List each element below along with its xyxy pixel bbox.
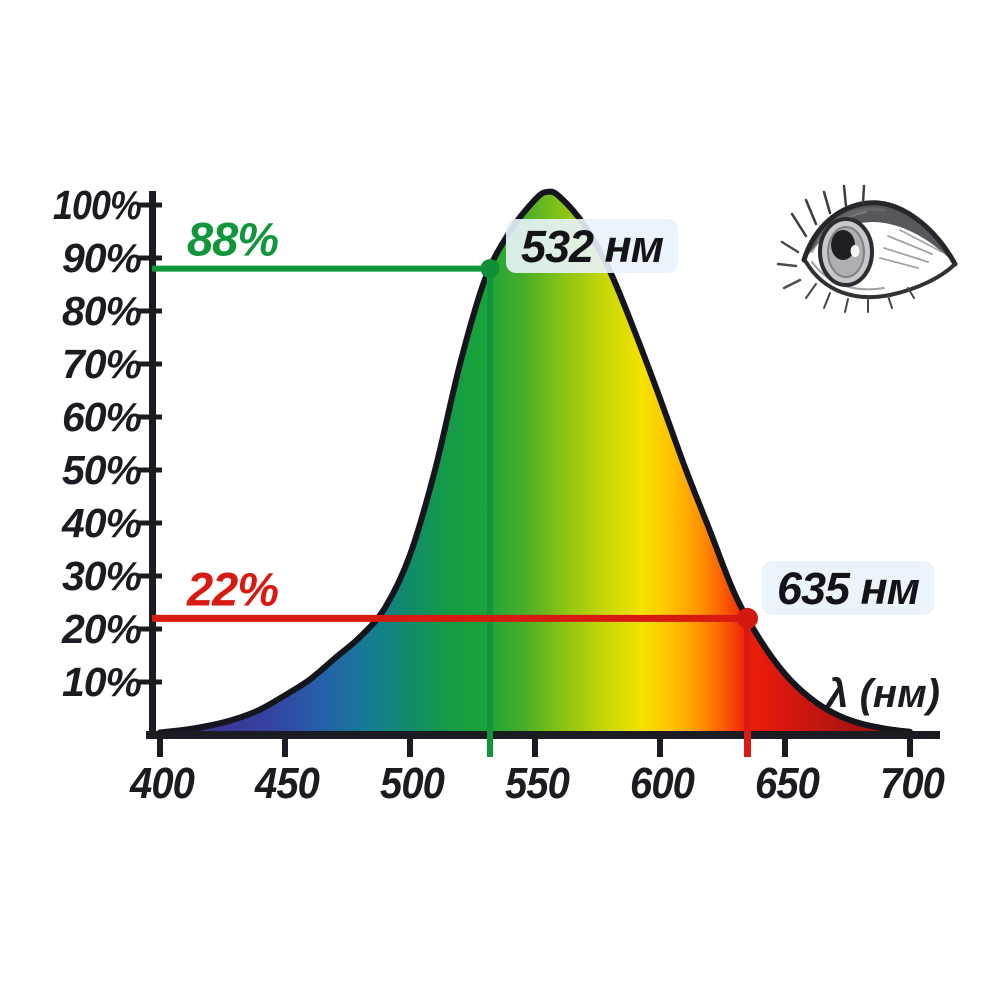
y-axis-labels: 10% 20% 30% 40% 50% 60% 70% 80% 90% 100%: [53, 182, 143, 705]
marker-532-dot: [480, 259, 500, 279]
x-axis-title: λ (нм): [824, 672, 940, 716]
y-axis-ticks: [137, 202, 162, 685]
sensitivity-curve-outline: [157, 188, 913, 736]
x-tick-label-700: 700: [880, 759, 945, 808]
x-tick-label-400: 400: [129, 759, 195, 808]
x-axis-ticks: [157, 733, 913, 757]
y-tick-label-100%: 100%: [53, 182, 141, 228]
eye-pupil: [831, 230, 855, 260]
eye-fold-hatching: [879, 229, 943, 269]
marker-635nm: 22% 635 нм: [152, 561, 934, 757]
y-tick-label-90%: 90%: [62, 235, 142, 281]
marker-532-callout-label: 532 нм: [521, 221, 664, 272]
eye-lower-lid: [804, 260, 957, 300]
y-tick-label-80%: 80%: [62, 288, 142, 334]
x-tick-label-550: 550: [505, 759, 570, 808]
marker-635-callout-label: 635 нм: [777, 563, 920, 614]
x-tick-label-650: 650: [755, 759, 820, 808]
marker-635-callout-box: [762, 561, 934, 615]
y-tick-label-60%: 60%: [62, 394, 142, 440]
marker-532-percent-label: 88%: [187, 213, 278, 266]
x-axis-labels: 400 450 500 550 600 650 700: [129, 759, 946, 808]
eye-illustration: [776, 184, 958, 313]
eye-upper-lid: [801, 200, 958, 267]
y-tick-label-50%: 50%: [62, 447, 142, 493]
eye-inner-corner-lashes: [776, 240, 802, 290]
y-tick-label-70%: 70%: [62, 341, 142, 387]
y-tick-label-20%: 20%: [61, 606, 142, 652]
sensitivity-curve-area: [160, 191, 938, 738]
axes: 10% 20% 30% 40% 50% 60% 70% 80% 90% 100% 400 450 50…: [53, 182, 946, 808]
y-tick-label-40%: 40%: [61, 500, 142, 546]
marker-635-dot: [737, 607, 758, 629]
marker-635-percent-label: 22%: [186, 562, 278, 615]
x-tick-label-450: 450: [254, 759, 320, 808]
marker-532nm: 88% 532 нм: [152, 213, 678, 757]
y-tick-label-30%: 30%: [62, 553, 142, 599]
marker-532-callout-box: [506, 219, 678, 273]
x-tick-label-500: 500: [380, 759, 445, 808]
eye-lower-lashes: [805, 283, 915, 313]
y-tick-label-10%: 10%: [62, 659, 142, 705]
x-tick-label-600: 600: [630, 759, 695, 808]
eye-upper-lashes: [790, 184, 866, 238]
eye-highlight: [850, 245, 860, 257]
